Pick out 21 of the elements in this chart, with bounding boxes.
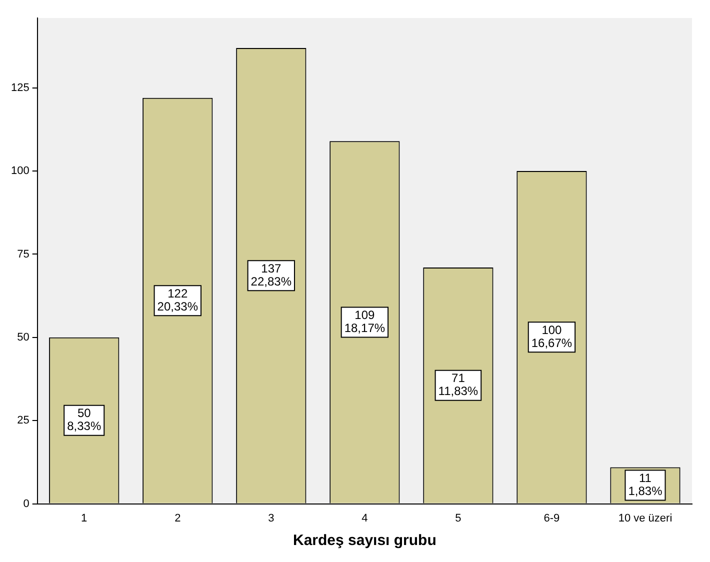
data-label: 100 16,67%: [531, 322, 572, 350]
data-label: 122 20,33%: [157, 286, 198, 314]
x-tick-label: 4: [362, 512, 368, 524]
x-tick-label: 10 ve üzeri: [618, 512, 672, 524]
x-tick-label: 5: [455, 512, 462, 524]
data-label: 11 1,83%: [628, 471, 663, 498]
x-tick-label: 2: [174, 512, 181, 524]
data-label: 71 11,83%: [438, 371, 478, 398]
y-tick-label: 75: [17, 248, 30, 260]
data-label: 137 22,83%: [250, 261, 292, 288]
x-tick-label: 6-9: [544, 512, 560, 524]
y-tick-label: 50: [17, 331, 30, 344]
y-tick-label: 0: [23, 498, 30, 510]
x-tick-label: 3: [268, 512, 274, 524]
data-label: 50 8,33%: [67, 406, 102, 434]
x-axis-title: Kardeş sayısı grubu: [292, 532, 436, 550]
data-label: 109 18,17%: [344, 308, 386, 336]
y-tick-label: 100: [10, 165, 30, 178]
x-tick-label: 1: [81, 512, 88, 524]
y-tick-label: 25: [17, 414, 30, 427]
y-tick-label: 125: [10, 82, 30, 94]
